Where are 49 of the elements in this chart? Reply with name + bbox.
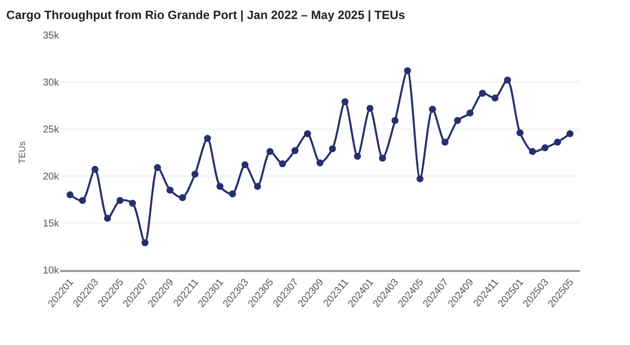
point (416, 175, 424, 182)
y-tick-label: 35k (42, 30, 60, 42)
point (342, 98, 348, 106)
point (92, 166, 98, 173)
point (404, 67, 411, 74)
point (154, 164, 161, 172)
point (279, 160, 286, 168)
point (292, 147, 298, 154)
point (254, 182, 261, 190)
point (116, 196, 124, 204)
point (566, 130, 574, 138)
y-tick-label: 25k (42, 124, 60, 136)
point (242, 161, 248, 168)
point (366, 104, 374, 112)
point (392, 117, 398, 124)
point (166, 186, 174, 194)
point (192, 170, 198, 178)
point (516, 129, 524, 136)
point (504, 76, 511, 84)
y-tick-label: 20k (42, 172, 60, 182)
point (304, 130, 311, 138)
point (529, 148, 536, 156)
point (429, 106, 436, 113)
point (129, 200, 136, 207)
point (204, 134, 211, 142)
y-tick-label: 15k (42, 218, 60, 230)
point (266, 148, 274, 156)
point (179, 194, 186, 202)
point (142, 239, 148, 246)
point (554, 138, 561, 146)
y-tick-label: 30k (42, 78, 60, 88)
point (216, 182, 224, 190)
point (79, 196, 86, 204)
point (442, 138, 448, 146)
point (542, 144, 548, 152)
point (454, 117, 461, 124)
point (379, 154, 386, 162)
chart-title: Cargo Throughput from Rio Grande Port | Jan 2022 – May 2025 | TEUs (6, 8, 406, 22)
point (316, 159, 324, 166)
point (466, 110, 474, 117)
point (354, 152, 361, 160)
point (66, 191, 74, 198)
point (329, 145, 336, 152)
y-axis-title: TEUs (17, 140, 28, 164)
y-tick-label: 10k (42, 266, 60, 276)
point (479, 90, 486, 97)
point (104, 214, 111, 222)
point (492, 94, 498, 102)
point (229, 190, 236, 198)
